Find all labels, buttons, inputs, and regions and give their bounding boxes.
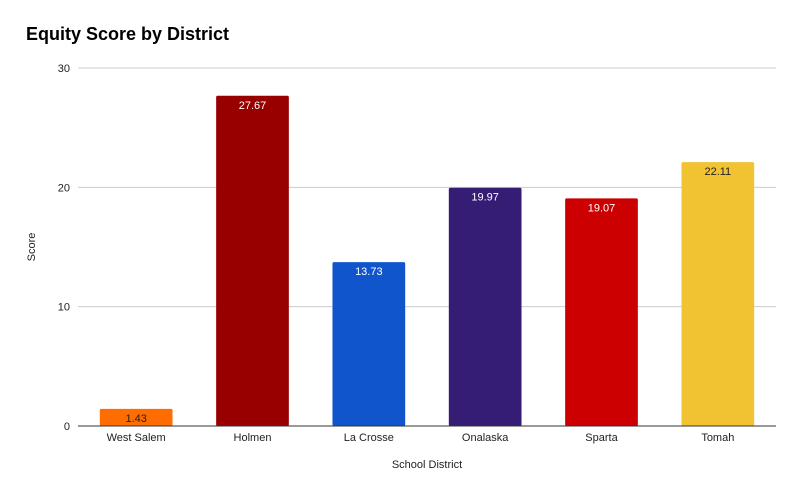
y-axis-ticks: 0 10 20 30 (58, 63, 70, 433)
x-tick-label: La Crosse (344, 432, 394, 444)
data-label: 22.11 (704, 166, 731, 178)
bar (565, 198, 638, 426)
data-label: 13.73 (355, 266, 383, 278)
data-label: 27.67 (239, 100, 267, 112)
bar (99, 408, 173, 426)
y-tick-label: 20 (58, 182, 70, 194)
x-tick-label: West Salem (107, 432, 166, 444)
x-tick-label: Onalaska (462, 432, 509, 444)
x-axis-title: School District (392, 459, 462, 471)
x-tick-label: Holmen (234, 432, 272, 444)
y-tick-label: 30 (58, 63, 70, 75)
data-label: 1.43 (125, 413, 146, 425)
bar (448, 187, 522, 426)
y-axis-title: Score (26, 233, 38, 262)
y-tick-label: 10 (58, 302, 70, 314)
x-axis-ticks: West Salem Holmen La Crosse Onalaska Sparta T… (107, 432, 735, 444)
chart-title: Equity Score by District (26, 24, 230, 44)
gridlines (78, 67, 776, 308)
bar (216, 95, 289, 427)
x-tick-label: Tomah (701, 432, 734, 444)
bar (332, 262, 406, 426)
bars: 1.43 27.67 13.73 19.97 19.07 22.11 (99, 95, 755, 427)
bar (681, 162, 755, 427)
data-label: 19.07 (588, 202, 616, 214)
y-tick-label: 0 (64, 421, 70, 433)
x-tick-label: Sparta (585, 432, 618, 444)
data-label: 19.97 (471, 192, 499, 204)
